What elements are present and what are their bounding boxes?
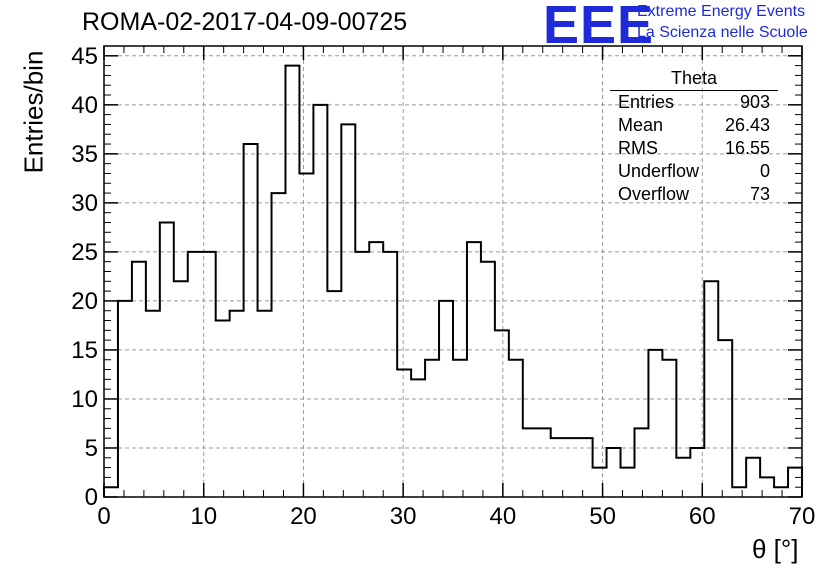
logo-line-1: Extreme Energy Events	[637, 3, 806, 20]
stats-row-entries: Entries 903	[610, 91, 778, 114]
histogram-step-line	[103, 64, 803, 497]
stats-value: 26.43	[724, 115, 770, 135]
x-tick-label: 30	[390, 503, 417, 530]
x-tick-label: 20	[290, 503, 317, 530]
y-tick-label: 15	[71, 337, 98, 364]
y-tick-label: 30	[71, 190, 98, 217]
eee-logo: EEE	[543, 0, 655, 55]
grid-lines	[104, 46, 802, 497]
logo-line-2: La Scienza nelle Scuole	[637, 24, 808, 41]
y-axis-label: Entries/bin	[18, 50, 49, 174]
stats-label: Underflow	[618, 161, 700, 181]
y-tick-label: 35	[71, 141, 98, 168]
stats-box: Theta Entries 903 Mean 26.43 RMS 16.55 U…	[610, 68, 778, 206]
chart-title: ROMA-02-2017-04-09-00725	[82, 8, 408, 36]
stats-row-overflow: Overflow 73	[610, 183, 778, 206]
stats-value: 0	[759, 161, 770, 181]
x-tick-label: 0	[97, 503, 110, 530]
stats-label: Overflow	[618, 184, 690, 204]
stats-value: 16.55	[724, 138, 770, 158]
y-tick-label: 10	[71, 386, 98, 413]
y-tick-label: 0	[85, 484, 98, 511]
x-tick-label: 60	[689, 503, 716, 530]
stats-value: 903	[739, 92, 770, 112]
x-tick-label: 70	[789, 503, 816, 530]
y-tick-label: 25	[71, 239, 98, 266]
stats-row-rms: RMS 16.55	[610, 137, 778, 160]
y-tick-label: 40	[71, 92, 98, 119]
stats-row-underflow: Underflow 0	[610, 160, 778, 183]
x-tick-label: 40	[490, 503, 517, 530]
stats-label: RMS	[618, 138, 658, 158]
y-tick-label: 45	[71, 43, 98, 70]
stats-title: Theta	[610, 68, 778, 91]
stats-row-mean: Mean 26.43	[610, 114, 778, 137]
y-tick-label: 5	[85, 435, 98, 462]
stats-label: Entries	[618, 92, 675, 112]
x-axis-label: θ [°]	[752, 534, 799, 564]
x-tick-label: 50	[589, 503, 616, 530]
x-axis-ticks: 0 10 20 30 40 50 60 70	[97, 46, 815, 530]
y-axis-ticks: 0 5 10 15 20 25 30 35 40 45	[71, 43, 802, 511]
stats-label: Mean	[618, 115, 664, 135]
stats-value: 73	[749, 184, 770, 204]
y-tick-label: 20	[71, 288, 98, 315]
x-tick-label: 10	[190, 503, 217, 530]
